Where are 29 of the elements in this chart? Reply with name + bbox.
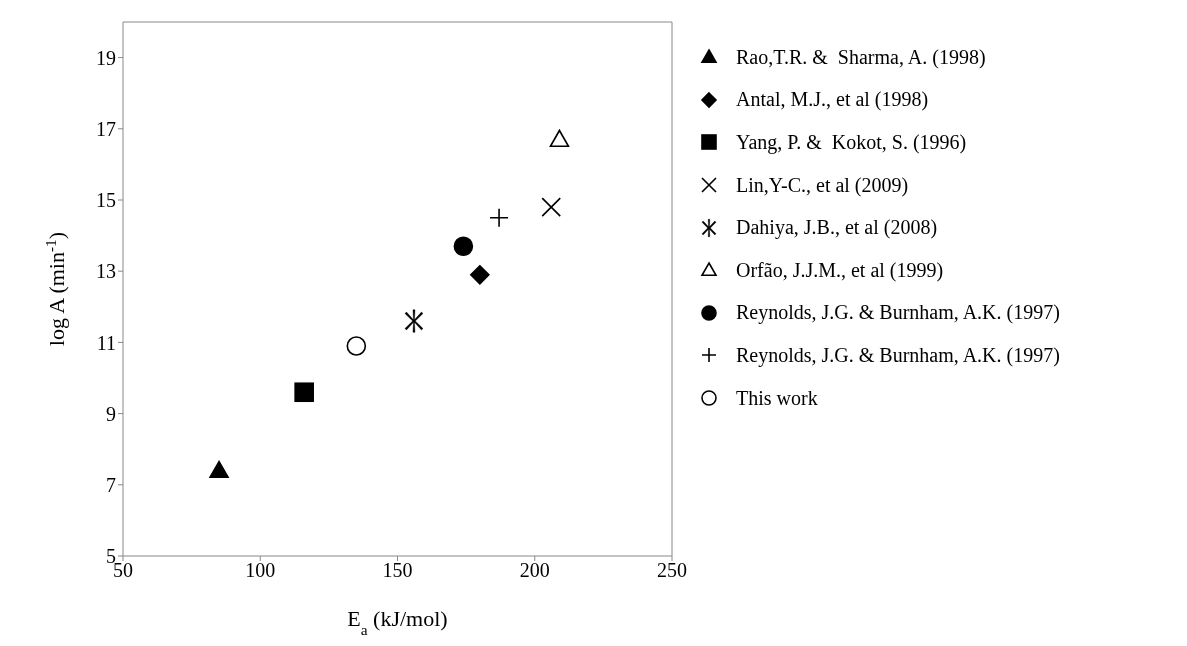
point xyxy=(294,382,314,403)
legend-label: Orfão, J.J.M., et al (1999) xyxy=(736,258,944,282)
legend-label: Lin,Y-C., et al (2009) xyxy=(736,173,909,197)
legend-label: Dahiya, J.B., et al (2008) xyxy=(736,216,938,240)
y-tick-label: 7 xyxy=(106,473,116,496)
point xyxy=(453,236,474,257)
y-tick-label: 17 xyxy=(96,117,116,140)
point xyxy=(541,197,562,217)
legend-label: Yang, P. & Kokot, S. (1996) xyxy=(736,130,967,154)
legend-label: Rao,T.R. & Sharma, A. (1998) xyxy=(736,45,986,69)
y-tick-label: 13 xyxy=(96,260,116,283)
legend-label: This work xyxy=(736,386,818,410)
x-tick-label: 150 xyxy=(382,559,413,582)
y-tick-label: 15 xyxy=(96,189,116,212)
legend-label: Reynolds, J.G. & Burnham, A.K. (1997) xyxy=(736,343,1060,367)
point xyxy=(209,460,229,479)
point xyxy=(404,309,424,333)
x-tick-label: 250 xyxy=(657,559,687,582)
point xyxy=(549,129,570,148)
point xyxy=(470,264,490,285)
x-tick-label: 100 xyxy=(245,559,276,582)
x-tick-label: 200 xyxy=(519,559,550,582)
y-tick-label: 11 xyxy=(96,331,116,354)
y-tick-label: 19 xyxy=(96,46,116,69)
legend-label: Reynolds, J.G. & Burnham, A.K. (1997) xyxy=(736,301,1060,325)
legend-label: Antal, M.J., et al (1998) xyxy=(736,88,929,112)
y-tick-label: 9 xyxy=(106,402,116,425)
x-axis-title: E$_{a}$ (kJ/mol) xyxy=(347,606,448,638)
point xyxy=(346,336,367,356)
